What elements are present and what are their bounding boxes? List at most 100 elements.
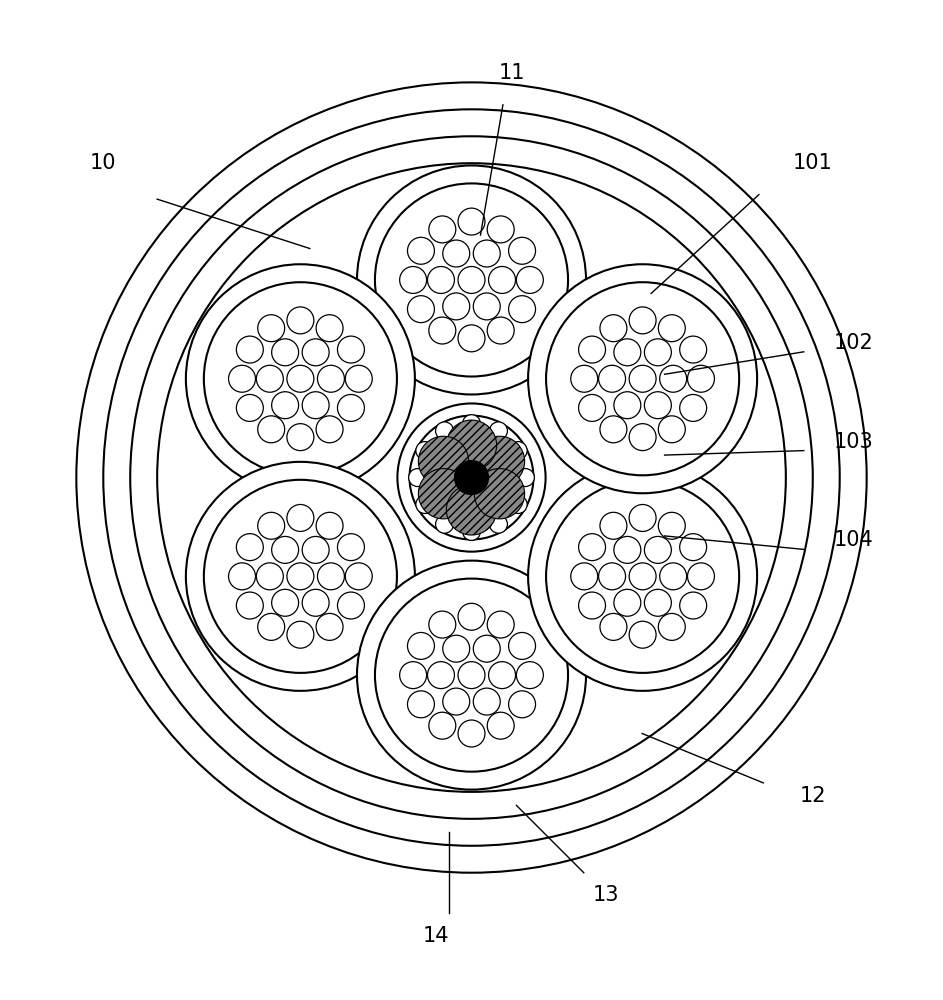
Circle shape — [488, 266, 516, 293]
Circle shape — [407, 296, 435, 323]
Circle shape — [419, 436, 469, 487]
Circle shape — [644, 392, 671, 419]
Circle shape — [579, 592, 605, 619]
Text: 13: 13 — [593, 885, 620, 905]
Circle shape — [660, 563, 687, 590]
Circle shape — [658, 613, 686, 640]
Circle shape — [237, 592, 263, 619]
Circle shape — [443, 240, 470, 267]
Circle shape — [186, 264, 415, 493]
Circle shape — [599, 563, 625, 590]
Circle shape — [272, 589, 299, 616]
Circle shape — [237, 534, 263, 561]
Circle shape — [474, 469, 524, 519]
Circle shape — [517, 469, 535, 487]
Circle shape — [658, 315, 686, 342]
Circle shape — [528, 462, 757, 691]
Circle shape — [644, 339, 671, 366]
Circle shape — [316, 315, 343, 342]
Circle shape — [687, 365, 715, 392]
Circle shape — [443, 688, 470, 715]
Circle shape — [272, 392, 299, 419]
Circle shape — [443, 635, 470, 662]
Circle shape — [257, 416, 285, 443]
Circle shape — [186, 462, 415, 691]
Circle shape — [458, 720, 485, 747]
Circle shape — [629, 504, 656, 531]
Circle shape — [400, 266, 426, 293]
Circle shape — [528, 264, 757, 493]
Circle shape — [488, 662, 516, 689]
Circle shape — [579, 534, 605, 561]
Circle shape — [599, 365, 625, 392]
Circle shape — [407, 691, 435, 718]
Circle shape — [629, 621, 656, 648]
Circle shape — [600, 315, 627, 342]
Circle shape — [287, 504, 314, 531]
Circle shape — [579, 336, 605, 363]
Circle shape — [508, 296, 536, 323]
Circle shape — [658, 416, 686, 443]
Circle shape — [237, 336, 263, 363]
Circle shape — [473, 240, 500, 267]
Circle shape — [228, 563, 256, 590]
Circle shape — [629, 424, 656, 451]
Circle shape — [302, 339, 329, 366]
Circle shape — [546, 282, 739, 475]
Text: 14: 14 — [422, 926, 449, 946]
Text: 102: 102 — [834, 333, 873, 353]
Circle shape — [427, 266, 455, 293]
Circle shape — [571, 563, 598, 590]
Circle shape — [357, 165, 586, 394]
Circle shape — [458, 325, 485, 352]
Circle shape — [338, 336, 364, 363]
Circle shape — [687, 563, 715, 590]
Circle shape — [614, 589, 641, 616]
Circle shape — [436, 422, 454, 440]
Circle shape — [446, 420, 497, 470]
Circle shape — [302, 536, 329, 563]
Circle shape — [397, 403, 546, 552]
Circle shape — [488, 317, 514, 344]
Circle shape — [517, 662, 543, 689]
Circle shape — [473, 688, 500, 715]
Circle shape — [272, 536, 299, 563]
Text: 12: 12 — [800, 786, 826, 806]
Circle shape — [400, 662, 426, 689]
Circle shape — [204, 282, 397, 475]
Circle shape — [579, 394, 605, 421]
Circle shape — [660, 365, 687, 392]
Circle shape — [473, 635, 500, 662]
Circle shape — [316, 512, 343, 539]
Circle shape — [257, 512, 285, 539]
Circle shape — [455, 460, 488, 495]
Circle shape — [546, 480, 739, 673]
Circle shape — [614, 339, 641, 366]
Circle shape — [429, 712, 455, 739]
Circle shape — [318, 365, 344, 392]
Circle shape — [436, 515, 454, 533]
Circle shape — [338, 592, 364, 619]
Circle shape — [629, 365, 656, 392]
Circle shape — [644, 536, 671, 563]
Circle shape — [680, 592, 706, 619]
Circle shape — [338, 394, 364, 421]
Circle shape — [429, 317, 455, 344]
Text: 10: 10 — [90, 153, 117, 173]
Circle shape — [318, 563, 344, 590]
Circle shape — [204, 480, 397, 673]
Circle shape — [443, 293, 470, 320]
Circle shape — [427, 662, 455, 689]
Circle shape — [287, 307, 314, 334]
Circle shape — [614, 392, 641, 419]
Circle shape — [287, 563, 314, 590]
Circle shape — [517, 266, 543, 293]
Text: 101: 101 — [793, 153, 833, 173]
Circle shape — [272, 339, 299, 366]
Circle shape — [509, 496, 527, 513]
Text: 103: 103 — [834, 432, 873, 452]
Circle shape — [462, 522, 481, 540]
Circle shape — [375, 579, 568, 772]
Circle shape — [345, 365, 372, 392]
Circle shape — [509, 442, 527, 460]
